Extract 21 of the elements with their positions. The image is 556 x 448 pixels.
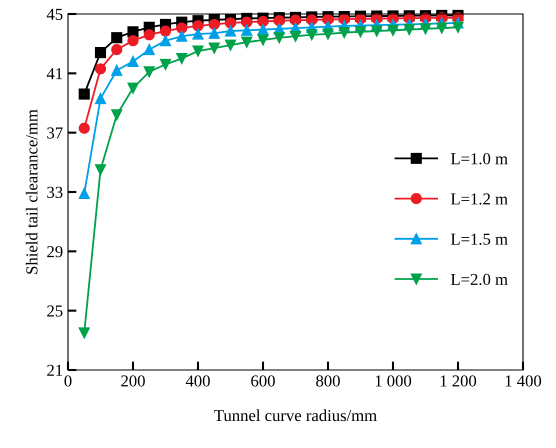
y-tick-label: 45 — [46, 8, 62, 20]
y-tick-label: 41 — [46, 68, 62, 80]
y-tick-label: 29 — [47, 246, 62, 258]
legend-label: L=2.0 m — [450, 274, 508, 286]
x-tick-label: 600 — [251, 375, 275, 387]
legend-label: L=1.2 m — [450, 193, 508, 205]
y-tick-label: 33 — [47, 186, 62, 198]
y-axis-title: Shield tail clearance/mm — [26, 109, 38, 274]
x-tick-label: 1 400 — [506, 375, 542, 387]
x-tick-label: 0 — [64, 375, 72, 387]
y-tick-label: 37 — [47, 127, 63, 139]
x-tick-label: 200 — [121, 375, 145, 387]
y-tick-label: 25 — [47, 305, 62, 317]
y-tick-label: 21 — [47, 364, 62, 376]
legend-label: L=1.0 m — [450, 153, 508, 164]
x-tick-label: 800 — [316, 375, 340, 387]
x-tick-label: 1 200 — [440, 375, 476, 387]
x-tick-label: 400 — [186, 375, 210, 387]
x-tick-label: 1 000 — [376, 375, 412, 387]
x-axis-title: Tunnel curve radius/mm — [214, 409, 377, 422]
legend-label: L=1.5 m — [450, 234, 508, 245]
